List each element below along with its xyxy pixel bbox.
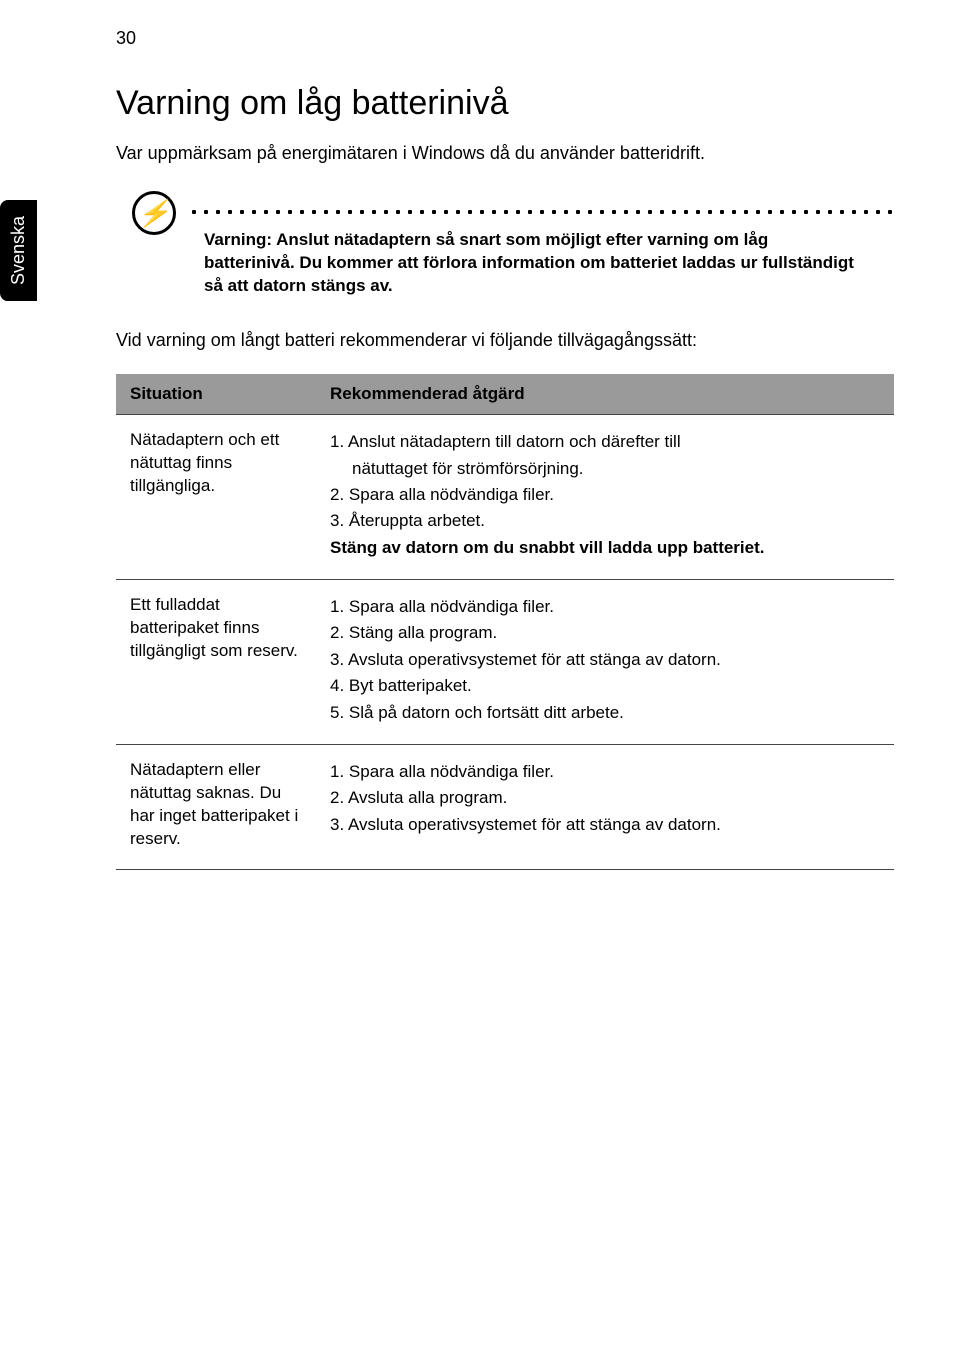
action-line: 3. Avsluta operativsystemet för att stän… <box>330 647 880 673</box>
action-cell: 1. Spara alla nödvändiga filer.2. Stäng … <box>316 580 894 745</box>
table-row: Nätadaptern eller nätuttag saknas. Du ha… <box>116 744 894 869</box>
table-row: Nätadaptern och ett nätuttag finns tillg… <box>116 415 894 580</box>
situation-cell: Ett fulladdat batteripaket finns tillgän… <box>116 580 316 745</box>
action-cell: 1. Spara alla nödvändiga filer.2. Avslut… <box>316 744 894 869</box>
action-line: 3. Avsluta operativsystemet för att stän… <box>330 812 880 838</box>
action-line: 2. Spara alla nödvändiga filer. <box>330 482 880 508</box>
action-line: 4. Byt batteripaket. <box>330 673 880 699</box>
col-header-action: Rekommenderad åtgärd <box>316 374 894 415</box>
action-line: 5. Slå på datorn och fortsätt ditt arbet… <box>330 700 880 726</box>
action-line: 1. Spara alla nödvändiga filer. <box>330 594 880 620</box>
recommendations-table: Situation Rekommenderad åtgärd Nätadapte… <box>116 374 894 869</box>
lightning-icon: ⚡ <box>132 191 176 235</box>
action-cell: 1. Anslut nätadaptern till datorn och dä… <box>316 415 894 580</box>
action-line: 3. Återuppta arbetet. <box>330 508 880 534</box>
warning-text: Varning: Anslut nätadaptern så snart som… <box>116 191 894 298</box>
dotted-rule <box>188 209 894 215</box>
action-line: 1. Spara alla nödvändiga filer. <box>330 759 880 785</box>
action-line: 2. Avsluta alla program. <box>330 785 880 811</box>
language-tab: Svenska <box>0 200 37 301</box>
situation-cell: Nätadaptern och ett nätuttag finns tillg… <box>116 415 316 580</box>
page-number: 30 <box>116 28 136 49</box>
warning-note: ⚡ Varning: Anslut nätadaptern så snart s… <box>116 191 894 298</box>
situation-cell: Nätadaptern eller nätuttag saknas. Du ha… <box>116 744 316 869</box>
page-title: Varning om låg batterinivå <box>116 84 894 123</box>
table-row: Ett fulladdat batteripaket finns tillgän… <box>116 580 894 745</box>
action-line: 1. Anslut nätadaptern till datorn och dä… <box>330 429 880 455</box>
intro-paragraph: Var uppmärksam på energimätaren i Window… <box>116 141 894 165</box>
lead-paragraph: Vid varning om långt batteri rekommender… <box>116 328 894 352</box>
col-header-situation: Situation <box>116 374 316 415</box>
action-line: Stäng av datorn om du snabbt vill ladda … <box>330 535 880 561</box>
action-line: nätuttaget för strömförsörjning. <box>330 456 880 482</box>
action-line: 2. Stäng alla program. <box>330 620 880 646</box>
page-content: Varning om låg batterinivå Var uppmärksa… <box>116 84 894 870</box>
